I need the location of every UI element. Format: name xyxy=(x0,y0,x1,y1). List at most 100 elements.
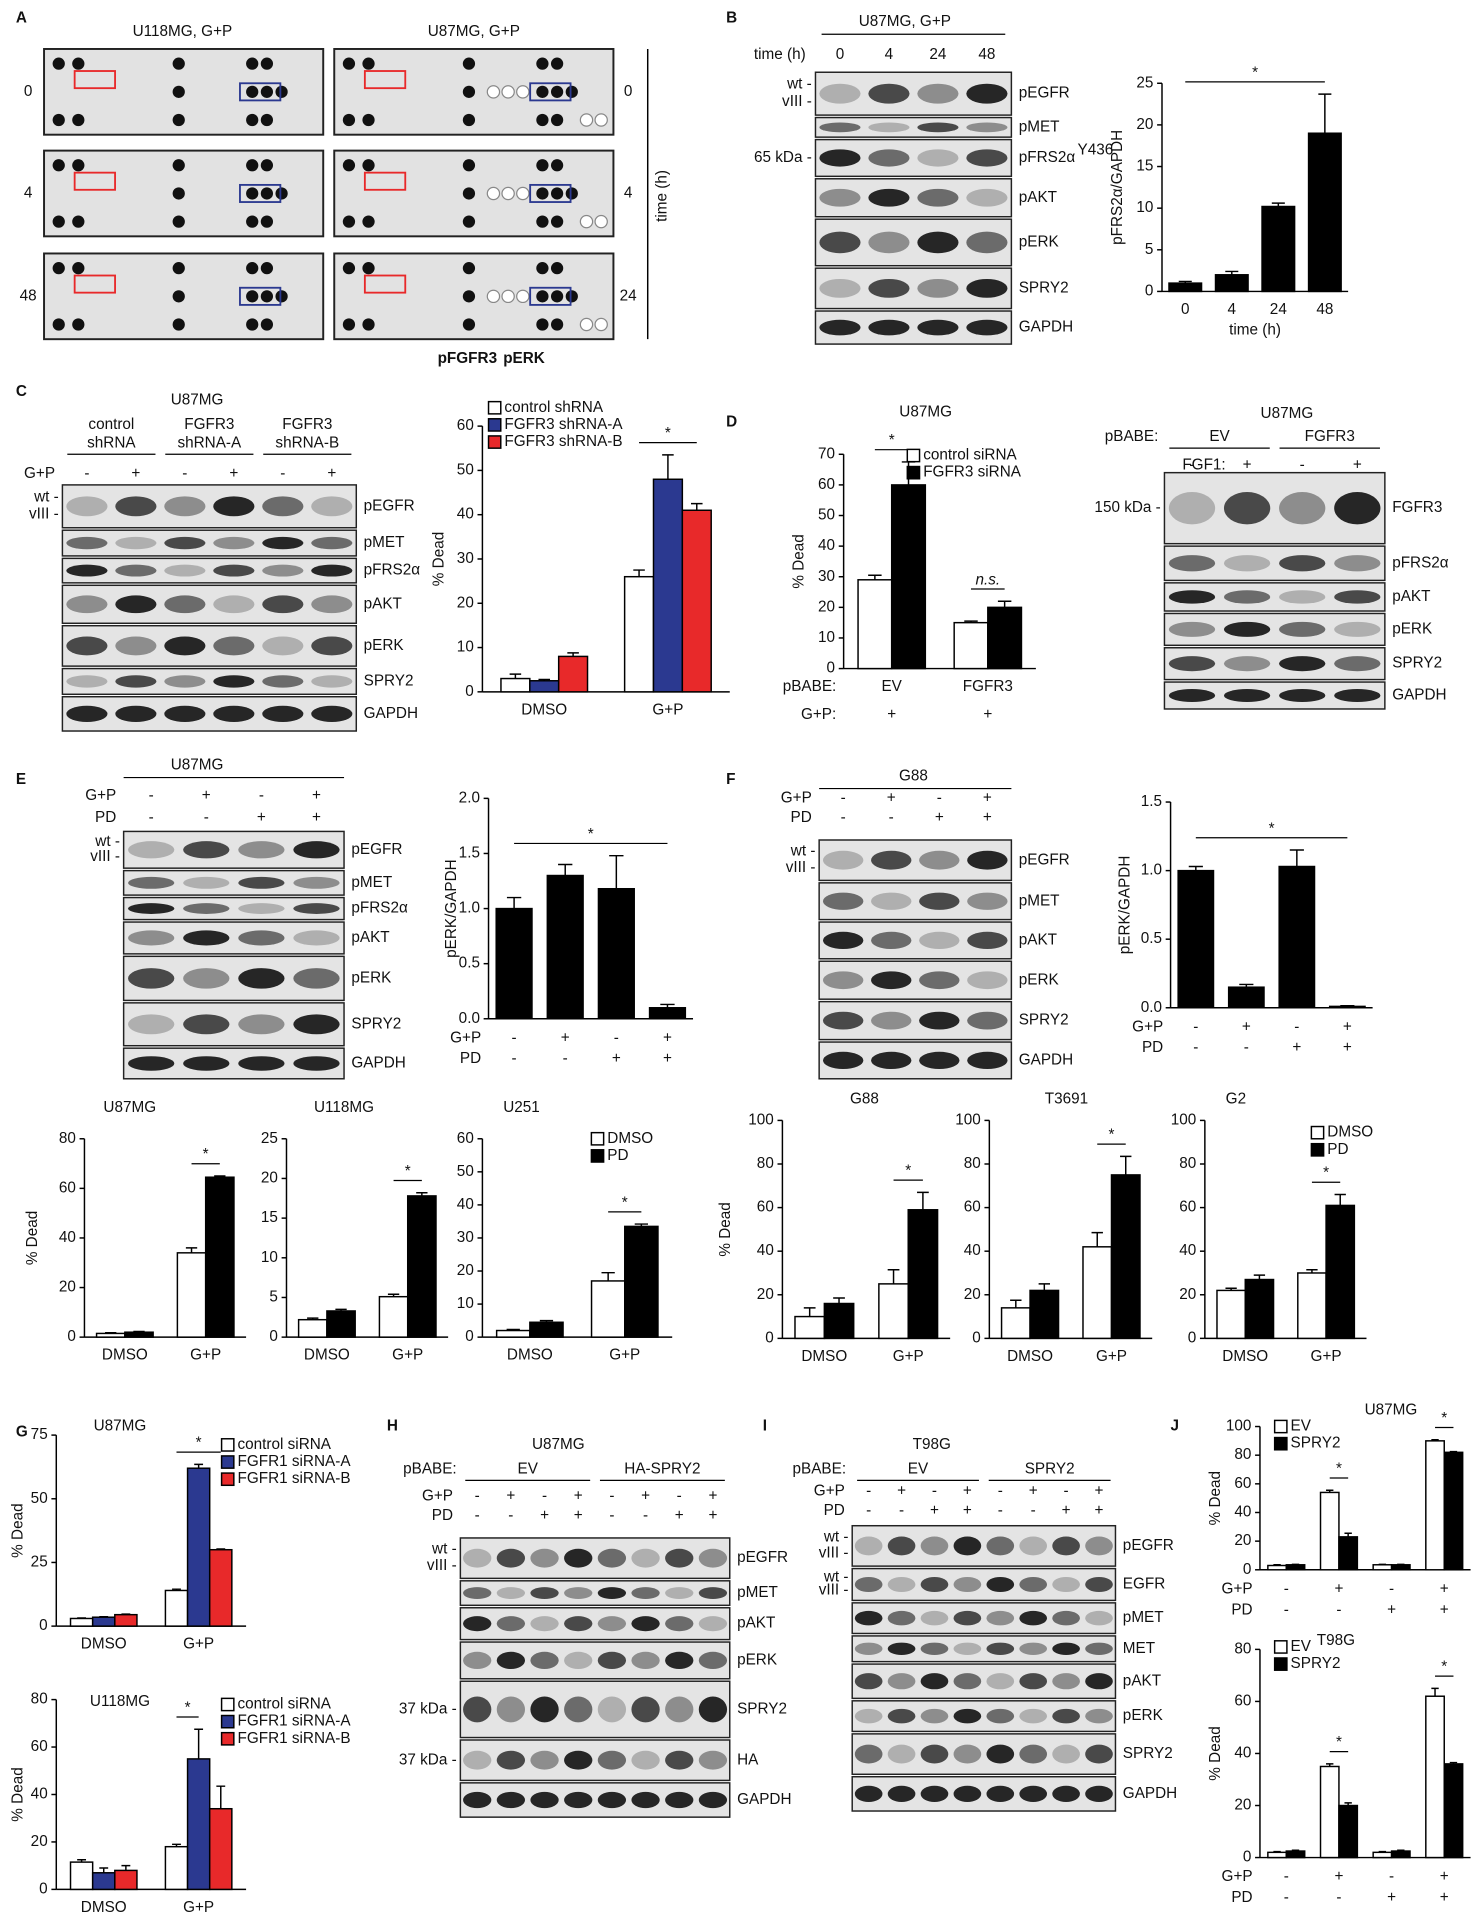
x-tick-label: G+P xyxy=(190,1347,221,1364)
blot-band xyxy=(1052,1785,1080,1802)
array-dot xyxy=(260,290,274,303)
array-dot xyxy=(72,215,85,228)
array-dot xyxy=(501,186,515,201)
array-dot xyxy=(342,113,356,127)
legend-label: SPRY2 xyxy=(1291,1435,1341,1452)
array-dot xyxy=(260,113,274,127)
size-marker: wt - xyxy=(790,843,816,860)
treatment-mark: - xyxy=(643,1507,648,1524)
array-dot xyxy=(550,113,564,127)
blot-row-label: SPRY2 xyxy=(364,672,414,689)
blot-band xyxy=(986,1642,1015,1655)
blot-strip xyxy=(818,960,1013,1000)
blot-band xyxy=(183,1056,230,1071)
x-tick-label: DMSO xyxy=(521,701,567,718)
y-tick-label: 20 xyxy=(757,1286,774,1303)
blot-band xyxy=(854,1536,883,1556)
x-tick-label: DMSO xyxy=(1007,1348,1053,1365)
group-name: control xyxy=(88,416,134,433)
y-axis-label: % Dead xyxy=(9,1767,26,1821)
y-tick-label: 20 xyxy=(31,1833,48,1850)
x-axis-label: time (h) xyxy=(1229,322,1281,339)
blot-band xyxy=(1279,492,1326,525)
blot-band xyxy=(262,636,304,656)
y-tick-label: 100 xyxy=(955,1111,981,1128)
bar xyxy=(1029,1289,1060,1340)
chart-title: U87MG xyxy=(94,1418,147,1435)
blot-band xyxy=(311,595,353,614)
y-tick-label: 1.5 xyxy=(1141,793,1162,810)
blot-row-label: pMET xyxy=(1019,118,1060,135)
bar xyxy=(164,1845,189,1891)
y-tick-label: 0 xyxy=(39,1617,48,1634)
legend-swatch xyxy=(220,1714,235,1729)
blot-band xyxy=(262,595,304,614)
treatment-mark: - xyxy=(1064,1482,1069,1499)
y-tick-label: 10 xyxy=(457,639,474,656)
blot-band xyxy=(919,931,960,950)
blot-band xyxy=(1223,590,1271,604)
blot-band xyxy=(986,1610,1015,1626)
blot-band xyxy=(183,876,230,889)
array-dot xyxy=(275,290,288,303)
panel-letter: H xyxy=(387,1418,398,1435)
array-dot xyxy=(462,57,476,70)
error-bar xyxy=(185,1247,198,1253)
treatment-mark: - xyxy=(280,465,285,482)
blot-band xyxy=(293,968,340,989)
legend-swatch xyxy=(590,1131,605,1146)
legend-swatch xyxy=(487,435,502,449)
panel-letter: I xyxy=(763,1418,767,1435)
size-marker: vIII - xyxy=(29,506,59,523)
array-dot xyxy=(594,317,608,332)
blot-band xyxy=(213,496,255,517)
blot-band xyxy=(665,1696,694,1723)
blot-title: U87MG xyxy=(1261,405,1314,422)
blot-strip xyxy=(459,1580,731,1607)
blot-row-label: GAPDH xyxy=(1019,1051,1073,1068)
error-bar xyxy=(214,1175,226,1178)
lane-label: 4 xyxy=(885,46,894,63)
blot-band xyxy=(887,1576,916,1593)
blot-band xyxy=(238,968,285,989)
blot-strip xyxy=(851,1733,1117,1776)
array-dot xyxy=(52,262,65,275)
array-dot xyxy=(536,215,549,228)
time-label: 4 xyxy=(24,185,33,202)
blot-row-label: pFRS2α xyxy=(1392,554,1449,571)
blot-band xyxy=(967,850,1008,870)
blot-band xyxy=(530,1616,559,1632)
blot-strip xyxy=(459,1680,731,1739)
blot-band xyxy=(953,1673,982,1690)
blot-band xyxy=(631,1696,660,1723)
blot-band xyxy=(564,1696,593,1723)
error-bar xyxy=(1326,1489,1334,1493)
y-tick-label: 0 xyxy=(465,683,474,700)
array-dot xyxy=(462,318,476,331)
y-tick-label: 0 xyxy=(1243,1849,1252,1866)
bar xyxy=(890,484,927,670)
blot-band xyxy=(871,1011,912,1030)
blot-row-label: pMET xyxy=(737,1584,778,1601)
blot-band xyxy=(854,1576,883,1593)
condition-label: PD xyxy=(1142,1039,1163,1056)
legend-swatch xyxy=(1310,1125,1325,1140)
blot-band xyxy=(698,1791,728,1809)
size-marker: wt - xyxy=(431,1541,457,1558)
blot-band xyxy=(917,188,959,207)
blot-band xyxy=(564,1587,593,1599)
array-dot xyxy=(594,214,608,229)
blot-band xyxy=(1334,689,1381,702)
chart-title: U251 xyxy=(503,1099,540,1116)
blot-row-label: pERK xyxy=(351,969,392,986)
condition-mark: + xyxy=(1440,1601,1449,1618)
treatment-mark: + xyxy=(1095,1502,1104,1519)
bar xyxy=(208,1807,233,1891)
panel-letter: C xyxy=(16,383,27,400)
blot-band xyxy=(183,968,230,989)
bar xyxy=(326,1310,356,1338)
array-dot xyxy=(246,159,259,172)
blot-band xyxy=(986,1536,1015,1556)
blot-band xyxy=(1279,656,1326,672)
error-bar xyxy=(77,1617,87,1619)
